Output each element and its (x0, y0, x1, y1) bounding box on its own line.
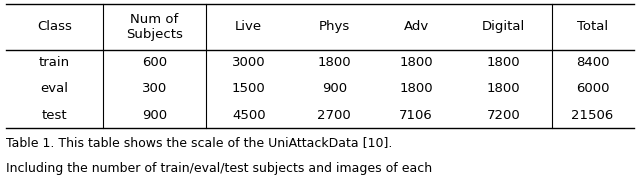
Text: 1800: 1800 (317, 56, 351, 69)
Text: 900: 900 (322, 82, 347, 95)
Text: eval: eval (40, 82, 68, 95)
Text: 1800: 1800 (486, 82, 520, 95)
Text: Including the number of train/eval/test subjects and images of each: Including the number of train/eval/test … (6, 162, 433, 175)
Text: 8400: 8400 (576, 56, 609, 69)
Text: Phys: Phys (319, 20, 350, 33)
Text: 1500: 1500 (232, 82, 266, 95)
Text: Digital: Digital (482, 20, 525, 33)
Text: 900: 900 (141, 109, 167, 122)
Text: 600: 600 (141, 56, 167, 69)
Text: Live: Live (235, 20, 262, 33)
Text: 1800: 1800 (399, 82, 433, 95)
Text: 21506: 21506 (572, 109, 614, 122)
Text: 4500: 4500 (232, 109, 266, 122)
Text: 7106: 7106 (399, 109, 433, 122)
Text: Adv: Adv (404, 20, 429, 33)
Text: 1800: 1800 (399, 56, 433, 69)
Text: Total: Total (577, 20, 608, 33)
Text: 6000: 6000 (576, 82, 609, 95)
Text: Class: Class (37, 20, 72, 33)
Text: 1800: 1800 (486, 56, 520, 69)
Text: test: test (42, 109, 67, 122)
Text: 2700: 2700 (317, 109, 351, 122)
Text: Num of
Subjects: Num of Subjects (126, 13, 183, 41)
Text: 7200: 7200 (486, 109, 520, 122)
Text: Table 1. This table shows the scale of the UniAttackData [10].: Table 1. This table shows the scale of t… (6, 136, 393, 149)
Text: 300: 300 (141, 82, 167, 95)
Text: train: train (39, 56, 70, 69)
Text: 3000: 3000 (232, 56, 266, 69)
